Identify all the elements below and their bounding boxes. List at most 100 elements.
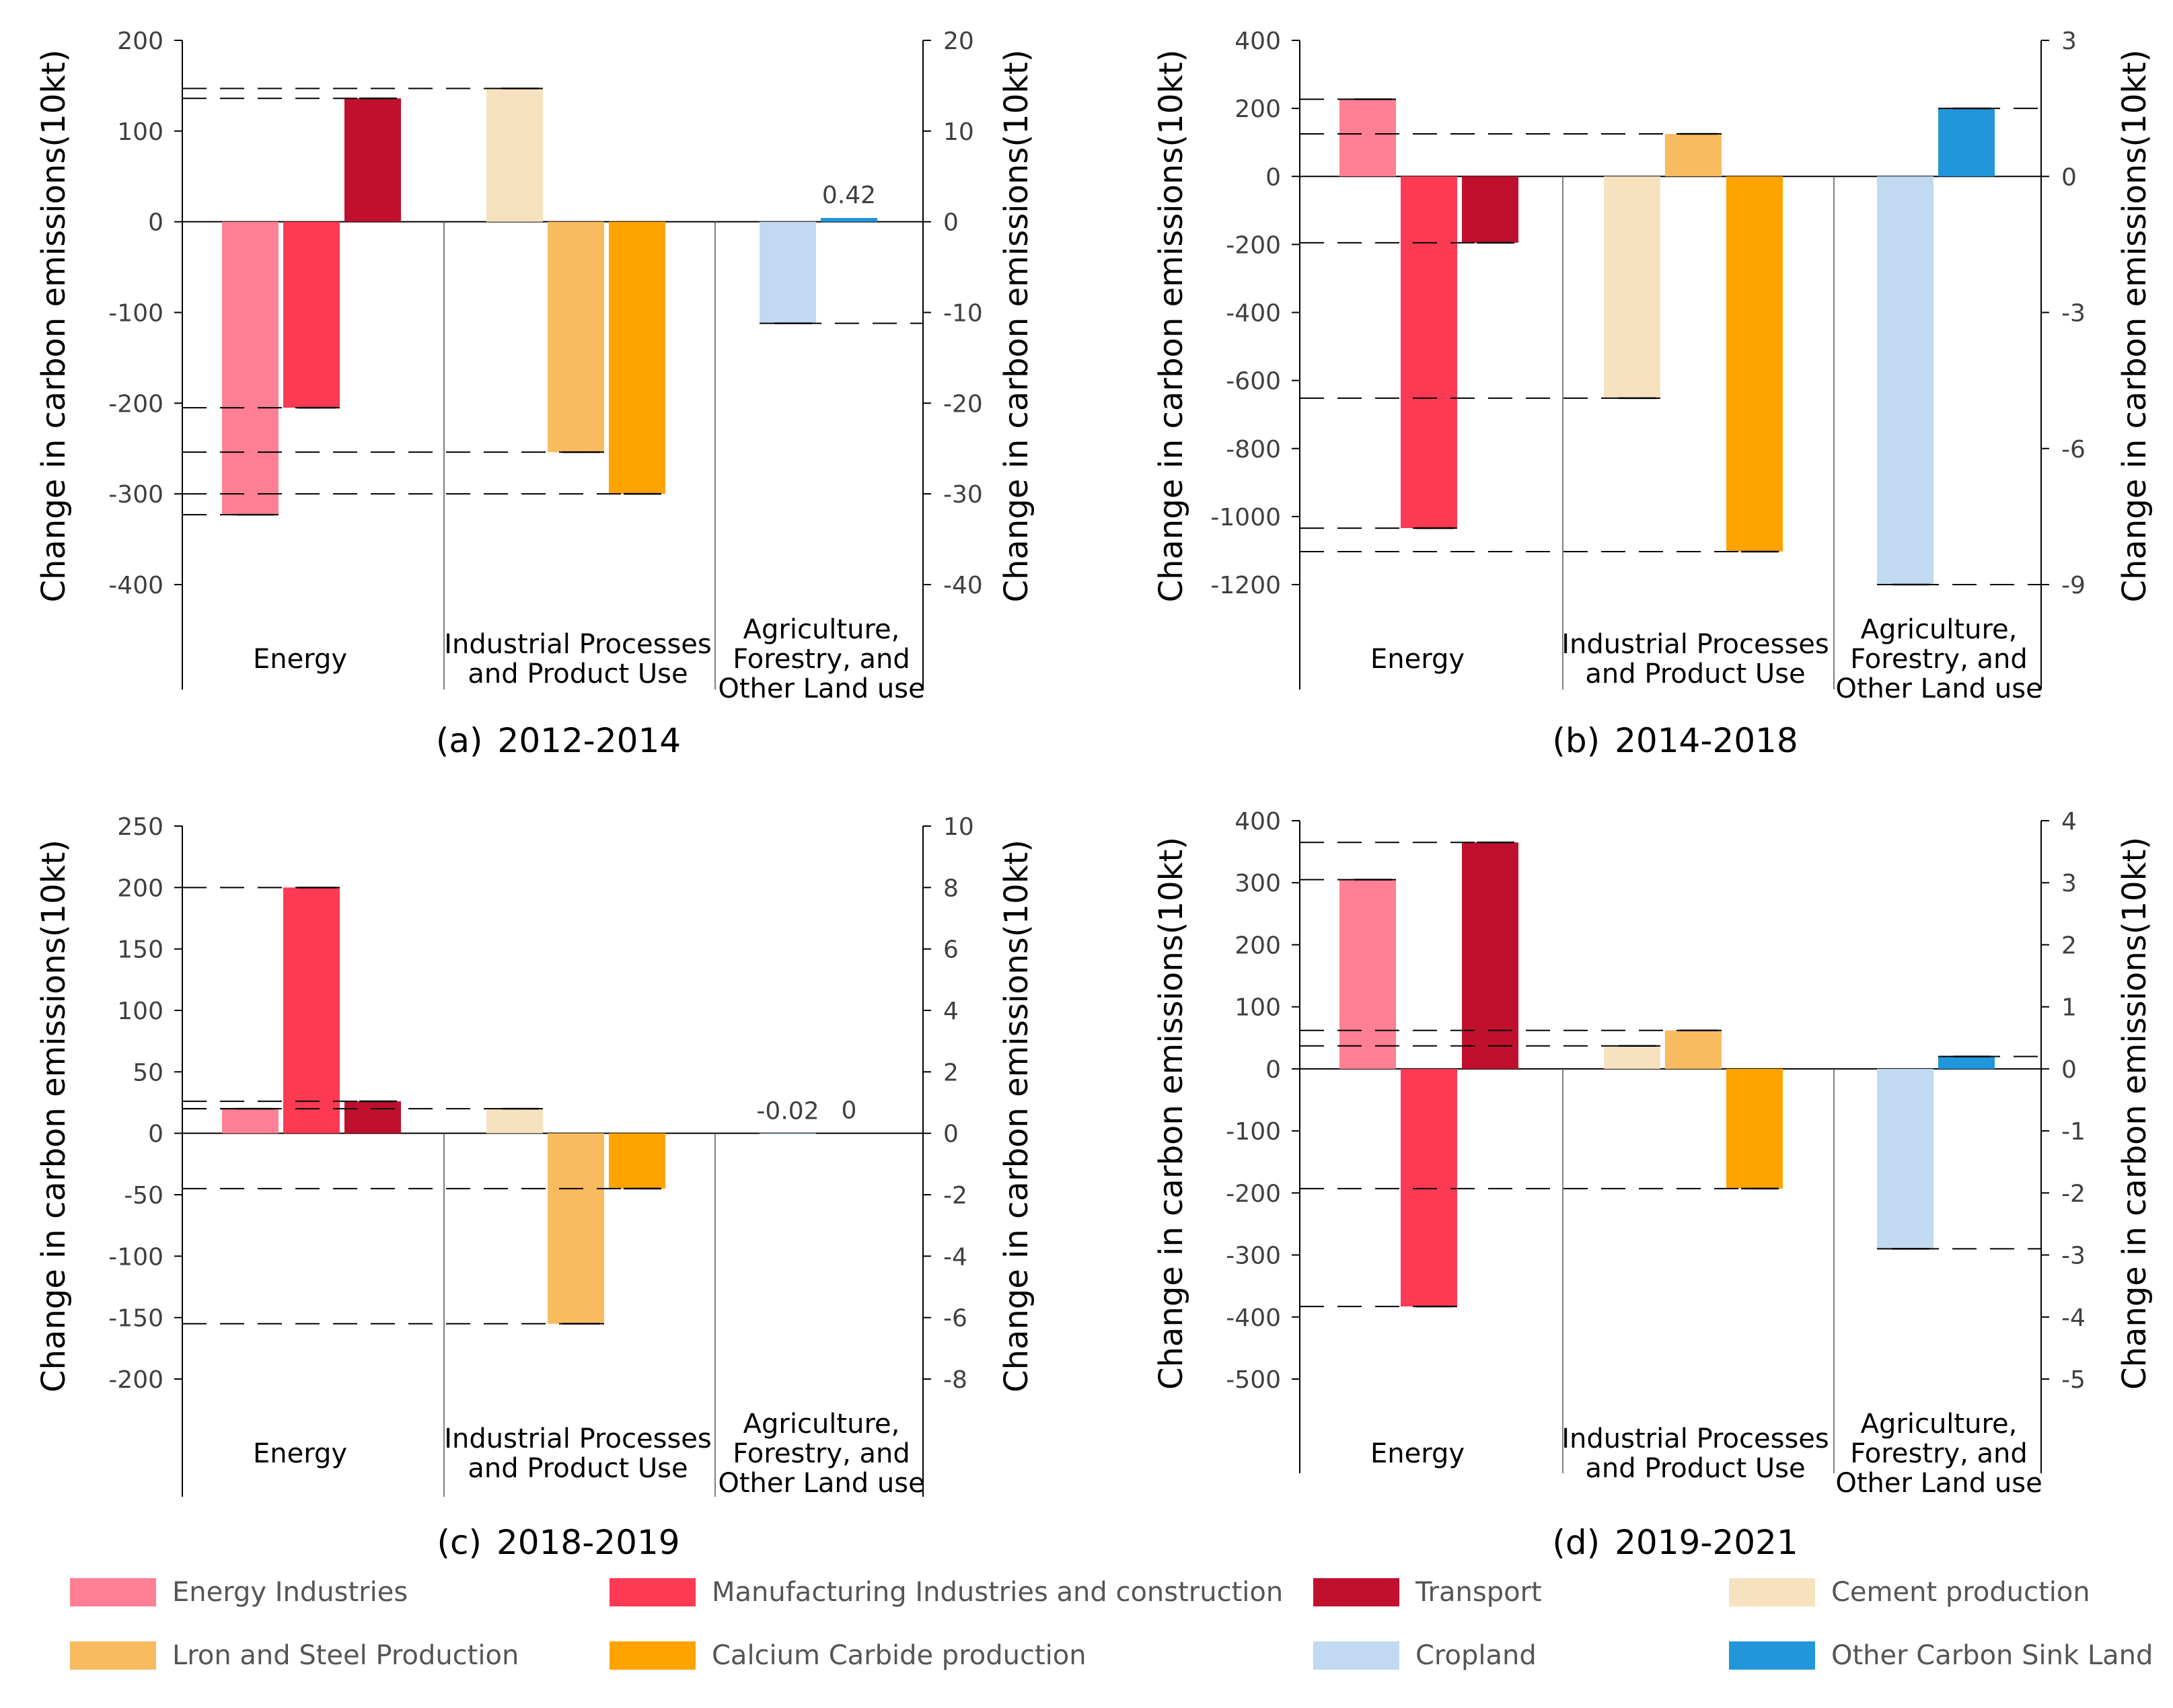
right-tick-label: 4 (943, 998, 959, 1025)
left-tick-label: -50 (124, 1182, 163, 1210)
left-tick-label: -100 (1226, 1118, 1281, 1146)
panel-caption: (b) 2014-2018 (1552, 721, 1798, 760)
left-tick-label: -200 (108, 1366, 163, 1394)
category-label-line: Agriculture, (743, 614, 900, 645)
left-tick-label: -500 (1226, 1366, 1281, 1394)
left-tick-label: 0 (148, 1121, 163, 1148)
chart-panel-4: 400 300 200 100 0 -100 -200 -300 -400 -500 4 3 2 1 0 -1… (1152, 808, 2153, 1499)
legend-swatch (70, 1641, 156, 1670)
bar-iron_steel (548, 1133, 604, 1324)
bar-energy_industries (1339, 99, 1396, 177)
right-tick-label: 0 (2061, 1056, 2077, 1084)
legend-swatch (1313, 1641, 1399, 1670)
right-tick-label: 3 (2061, 28, 2077, 55)
category-label-line: Energy (253, 644, 347, 675)
left-tick-label: 150 (117, 936, 163, 964)
panel-caption-letter: (a) (436, 721, 483, 760)
category-label-line: Agriculture, (1861, 614, 2018, 645)
category-label-line: Energy (253, 1438, 347, 1469)
left-tick-label: -800 (1226, 436, 1281, 463)
bar-iron_steel (1665, 134, 1722, 177)
right-tick-label: -40 (943, 572, 983, 599)
left-tick-label: -400 (1226, 300, 1281, 328)
chart-panel-2: 400 200 0 -200 -400 -600 -800 -1000 -1200 3 0 -3 -6 -… (1152, 28, 2153, 704)
data-label: 0.42 (822, 182, 876, 209)
chart-panel-3: 250 200 150 100 50 0 -50 -100 -150 -200 10 8 6 4 2 0 -2 -… (35, 813, 1035, 1499)
left-tick-label: -200 (1226, 1180, 1281, 1208)
category-label-line: Agriculture, (743, 1409, 900, 1440)
bar-other_sink (821, 218, 877, 222)
right-tick-label: 0 (943, 1121, 959, 1148)
bar-cement (486, 88, 543, 222)
right-tick-label: -10 (943, 300, 983, 328)
left-tick-label: -100 (108, 1243, 163, 1271)
right-tick-label: -2 (943, 1182, 967, 1210)
left-tick-label: 50 (133, 1059, 163, 1086)
right-tick-label: 6 (943, 936, 959, 964)
bar-other_sink (1938, 1056, 1995, 1069)
legend-swatch (1729, 1641, 1815, 1670)
right-tick-label: 10 (943, 813, 974, 841)
left-tick-label: -150 (108, 1305, 163, 1333)
left-tick-label: 400 (1235, 808, 1281, 836)
legend-swatch (1729, 1578, 1815, 1606)
left-axis-title: Change in carbon emissions(10kt) (35, 49, 73, 602)
category-label-line: Agriculture, (1861, 1409, 2018, 1440)
category-label: Energy (1370, 1438, 1465, 1469)
category-label-line: Industrial Processes (1561, 1423, 1829, 1454)
bar-manufacturing (283, 887, 340, 1134)
legend-swatch (70, 1578, 156, 1606)
right-tick-label: -4 (943, 1243, 967, 1271)
left-axis-title: Change in carbon emissions(10kt) (1152, 837, 1190, 1390)
left-tick-label: 200 (1235, 932, 1281, 959)
legend-item-calcium_carbide: Calcium Carbide production (610, 1640, 1086, 1671)
bar-iron_steel (1665, 1030, 1722, 1069)
bar-manufacturing (1401, 1068, 1457, 1307)
category-label-line: Forestry, and (733, 1438, 910, 1469)
right-axis-title: Change in carbon emissions(10kt) (2116, 837, 2153, 1390)
category-label-line: Industrial Processes (444, 629, 712, 660)
legend-label: Transport (1415, 1577, 1542, 1608)
legend-item-cement: Cement production (1729, 1577, 2090, 1608)
right-tick-label: -3 (2061, 300, 2086, 328)
category-label-line: Forestry, and (1850, 1438, 2028, 1469)
legend-label: Cropland (1415, 1640, 1537, 1671)
left-tick-label: 100 (117, 998, 163, 1025)
legend-swatch (610, 1578, 696, 1606)
category-label: Agriculture, Forestry, and Other Land use (1835, 1409, 2042, 1499)
chart-panel-1: 2001000-100-200-300-40020100-10-20-30-40… (35, 28, 1035, 704)
right-tick-label: 2 (2061, 932, 2077, 959)
panel-caption-period: 2014-2018 (1615, 721, 1798, 760)
panel-caption: (a) 2012-2014 (436, 721, 681, 760)
legend-label: Cement production (1831, 1577, 2090, 1608)
legend-label: Other Carbon Sink Land (1831, 1640, 2153, 1671)
category-label: Industrial Processes and Product Use (1561, 1423, 1829, 1484)
panel-caption-period: 2018-2019 (496, 1523, 680, 1562)
bar-cropland (1877, 176, 1933, 585)
left-tick-label: 0 (148, 209, 163, 237)
left-tick-label: 200 (1235, 96, 1281, 123)
right-tick-label: -30 (943, 481, 983, 509)
legend-label: Manufacturing Industries and constructio… (712, 1577, 1283, 1608)
legend-item-cropland: Cropland (1313, 1640, 1537, 1671)
bar-transport (344, 98, 401, 222)
bar-cement (1604, 1045, 1660, 1069)
panel-caption: (c) 2018-2019 (437, 1523, 679, 1562)
category-label-line: Other Land use (1835, 673, 2042, 704)
left-tick-label: 250 (117, 813, 163, 841)
right-tick-label: -3 (2061, 1242, 2086, 1270)
left-tick-label: -100 (108, 300, 163, 328)
legend-swatch (610, 1641, 696, 1670)
left-tick-label: -1200 (1210, 572, 1281, 599)
right-tick-label: 0 (943, 209, 959, 237)
left-tick-label: 300 (1235, 870, 1281, 897)
category-label-line: Forestry, and (733, 644, 910, 675)
category-label-line: Industrial Processes (444, 1423, 712, 1454)
left-tick-label: 0 (1265, 1056, 1281, 1084)
left-tick-label: 200 (117, 875, 163, 902)
category-label-line: Forestry, and (1850, 644, 2028, 675)
category-label: Agriculture, Forestry, and Other Land use (1835, 614, 2042, 704)
data-label: 0 (842, 1097, 857, 1125)
category-label: Agriculture, Forestry, and Other Land use (718, 1409, 924, 1499)
